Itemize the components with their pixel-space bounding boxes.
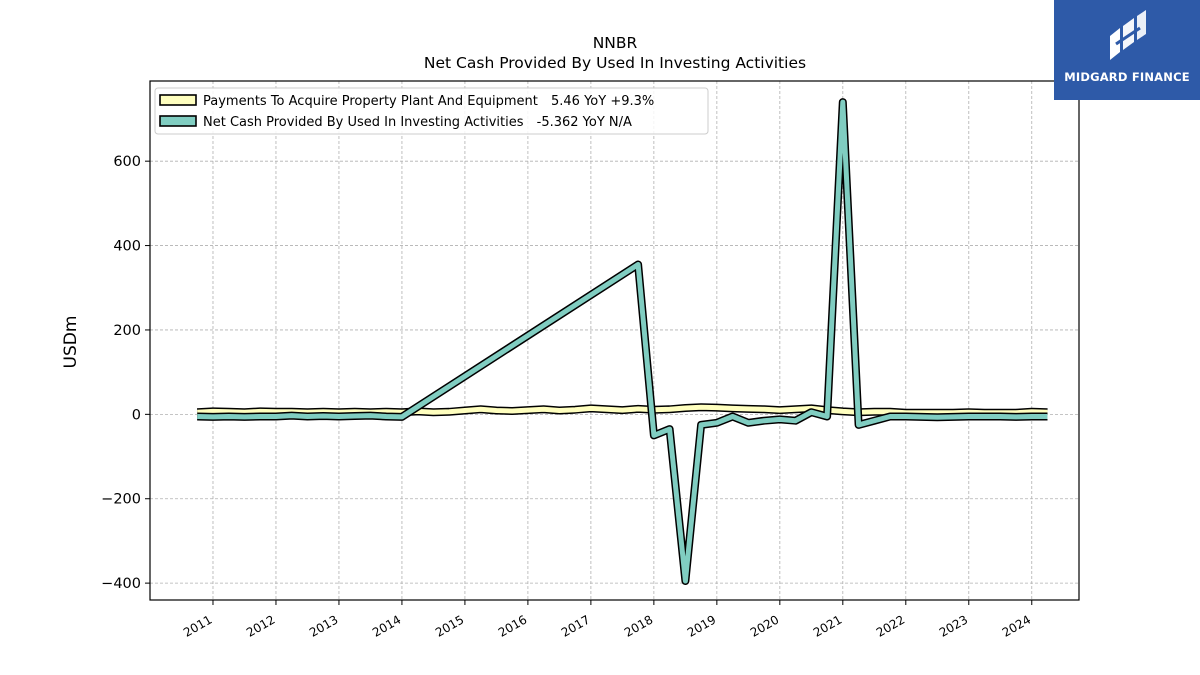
chart-subtitle: Net Cash Provided By Used In Investing A… [424,54,806,72]
y-axis-label: USDm [61,316,81,369]
x-tick-label: 2015 [433,612,466,639]
legend-swatch-ppe [159,94,197,106]
y-tick-label: 0 [132,407,141,423]
legend-suffix-investing: -5.362 YoY N/A [537,115,632,130]
legend-label-ppe: Payments To Acquire Property Plant And E… [203,94,654,109]
legend-frame [154,87,709,135]
x-tick-label: 2023 [937,612,970,639]
x-tick-label: 2013 [307,612,340,639]
x-tick-label: 2019 [685,612,718,639]
y-tick-label: −200 [101,492,141,508]
x-tick-label: 2014 [370,612,403,639]
y-tick-label: −400 [101,576,141,592]
legend-swatch-investing [159,115,197,127]
legend-suffix-ppe: 5.46 YoY +9.3% [551,94,654,109]
x-tick-label: 2024 [1000,612,1033,639]
legend-name-ppe: Payments To Acquire Property Plant And E… [203,94,538,109]
legend-name-investing: Net Cash Provided By Used In Investing A… [203,115,524,130]
legend: Payments To Acquire Property Plant And E… [154,87,709,135]
y-tick-label: 400 [113,239,141,255]
brand-logo: MIDGARD FINANCE [1054,0,1200,100]
x-tick-label: 2022 [874,612,907,639]
y-tick-label: 200 [113,323,141,339]
grid [150,81,1079,600]
series-layer [196,98,1048,585]
series-outline [197,98,1048,585]
plot-frame [149,80,1080,601]
x-tick-label: 2012 [244,612,277,639]
chart-title: NNBR [593,34,638,52]
midgard-logo-icon [1110,10,1146,60]
x-tick-label: 2016 [496,612,529,639]
brand-name: MIDGARD FINANCE [1064,70,1190,84]
x-tick-label: 2021 [811,612,844,639]
y-ticks: −400 −200 0 200 400 600 [101,154,150,592]
x-tick-label: 2020 [748,612,781,639]
y-tick-label: 600 [113,154,141,170]
series-line [197,99,1048,584]
x-tick-label: 2018 [622,612,655,639]
legend-label-investing: Net Cash Provided By Used In Investing A… [203,115,632,130]
x-tick-label: 2011 [181,612,214,639]
x-tick-label: 2017 [559,612,592,639]
x-ticks: 2011 2012 2013 2014 2015 2016 2017 2018 2019 2020… [181,600,1033,640]
